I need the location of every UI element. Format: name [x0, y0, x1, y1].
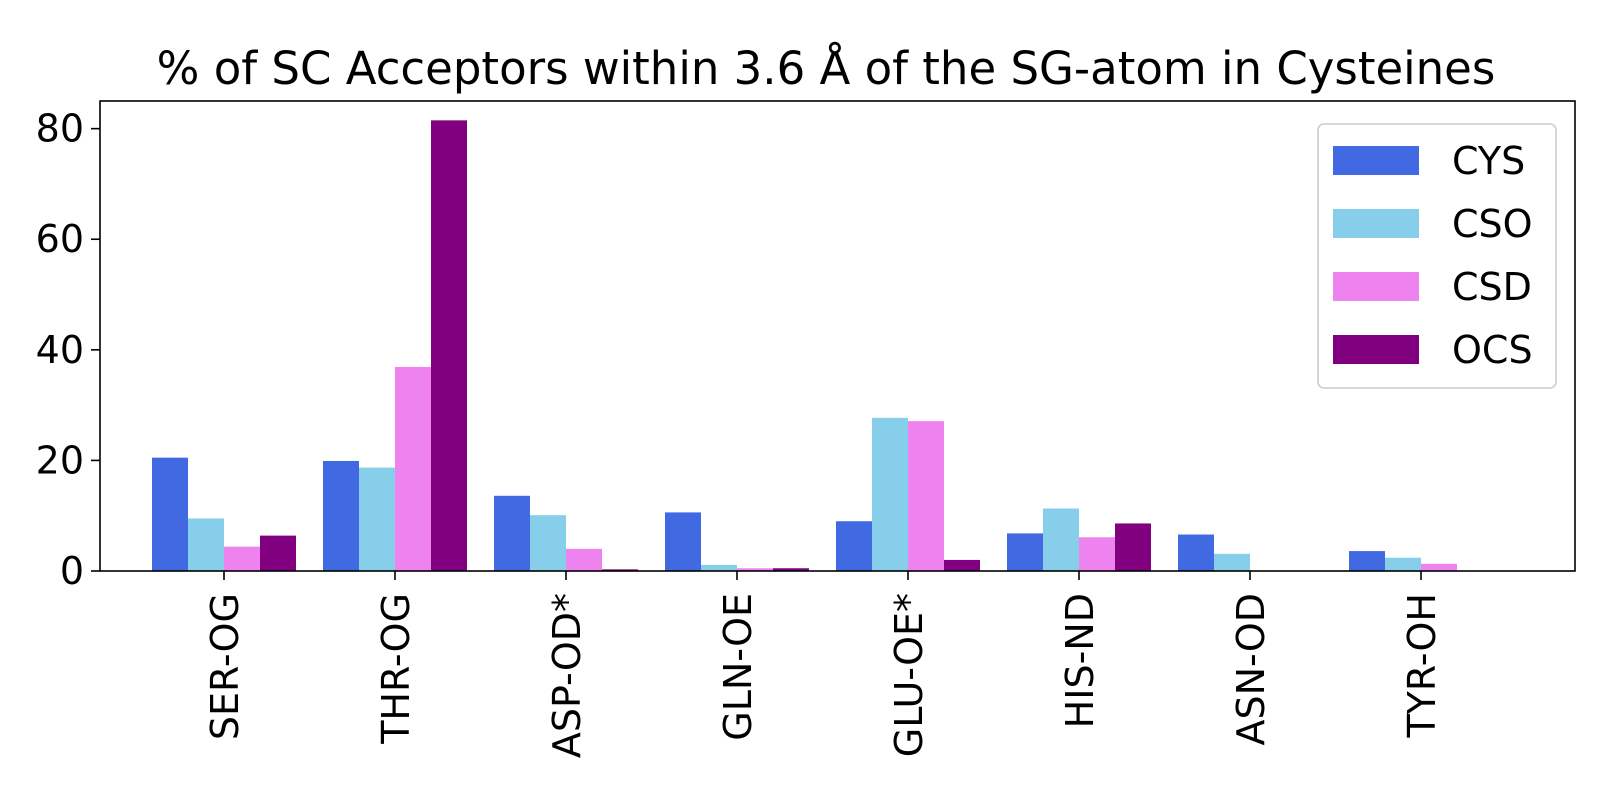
legend-label-csd: CSD	[1452, 265, 1532, 309]
chart-title: % of SC Acceptors within 3.6 Å of the SG…	[157, 42, 1496, 95]
y-tick-label: 80	[36, 107, 84, 151]
bar-cys-serog	[152, 457, 188, 571]
bar-ocs-glnoe	[773, 568, 809, 571]
bars-group	[152, 120, 1457, 571]
legend-label-ocs: OCS	[1452, 328, 1533, 372]
bar-csd-tyroh	[1421, 563, 1457, 571]
bar-cso-aspod	[530, 515, 566, 571]
x-tick-label: HIS-ND	[1058, 593, 1102, 728]
bar-csd-glnoe	[737, 568, 773, 571]
bar-cys-asnod	[1178, 534, 1214, 571]
x-tick-label: GLN-OE	[716, 593, 760, 741]
y-tick-label: 60	[36, 217, 84, 261]
bar-cys-throg	[323, 460, 359, 571]
bar-cys-hisnd	[1007, 533, 1043, 571]
x-tick-label: ASP-OD*	[545, 593, 589, 758]
legend-swatch-csd	[1333, 272, 1419, 301]
bar-cys-gluoe	[836, 521, 872, 571]
bar-cso-tyroh	[1385, 557, 1421, 571]
x-tick-label: THR-OG	[374, 593, 418, 745]
plot-area-frame	[99, 100, 1576, 572]
bar-ocs-aspod	[602, 569, 638, 571]
bar-ocs-serog	[260, 535, 296, 571]
bar-cso-serog	[188, 518, 224, 571]
x-tick-label: ASN-OD	[1229, 593, 1273, 745]
bar-ocs-throg	[431, 120, 467, 571]
bar-csd-throg	[395, 366, 431, 571]
bar-cys-glnoe	[665, 512, 701, 571]
bar-cso-hisnd	[1043, 508, 1079, 571]
legend-label-cys: CYS	[1452, 139, 1525, 183]
legend-swatch-ocs	[1333, 335, 1419, 364]
bar-ocs-hisnd	[1115, 523, 1151, 571]
x-tick-label: TYR-OH	[1400, 593, 1444, 739]
y-axis: 0 20 40 60 80	[36, 107, 100, 593]
x-axis: SER-OG THR-OG ASP-OD* GLN-OE GLU-OE* HIS-ND AS…	[203, 571, 1444, 758]
legend-frame	[1317, 123, 1557, 389]
bar-cso-glnoe	[701, 564, 737, 571]
bar-cys-aspod	[494, 495, 530, 571]
x-tick-label: GLU-OE*	[887, 593, 931, 757]
bar-csd-hisnd	[1079, 537, 1115, 571]
bar-cys-tyroh	[1349, 551, 1385, 571]
legend-swatch-cso	[1333, 209, 1419, 238]
legend: CYS CSO CSD OCS	[1317, 123, 1557, 389]
x-tick-label: SER-OG	[203, 593, 247, 740]
legend-label-cso: CSO	[1452, 202, 1533, 246]
bar-cso-asnod	[1214, 553, 1250, 571]
bar-csd-aspod	[566, 548, 602, 571]
bar-csd-gluoe	[908, 421, 944, 571]
bar-cso-gluoe	[872, 417, 908, 571]
y-tick-label: 0	[60, 549, 84, 593]
bar-ocs-gluoe	[944, 559, 980, 571]
bar-cso-throg	[359, 467, 395, 571]
bar-csd-serog	[224, 546, 260, 571]
y-tick-label: 20	[36, 438, 84, 482]
legend-swatch-cys	[1333, 146, 1419, 175]
y-tick-label: 40	[36, 328, 84, 372]
